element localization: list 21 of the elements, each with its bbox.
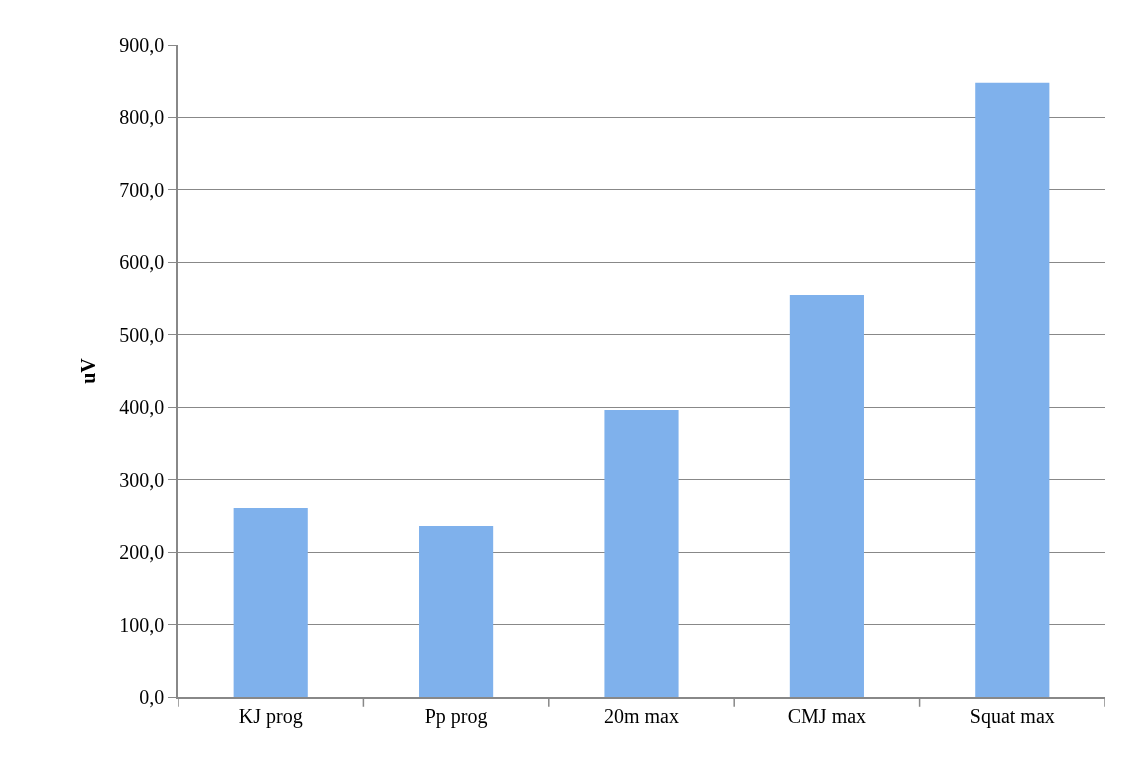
bar xyxy=(233,507,308,697)
bar xyxy=(975,82,1050,697)
y-tick-label: 600,0 xyxy=(119,251,165,274)
y-tick-label: 200,0 xyxy=(119,541,165,564)
y-tick-label: 700,0 xyxy=(119,178,165,201)
y-axis-title: uV xyxy=(77,357,100,384)
x-tick-label: CMJ max xyxy=(787,704,867,727)
x-tick-label: Squat max xyxy=(969,704,1055,728)
y-tick-label: 500,0 xyxy=(119,323,165,346)
y-tick-label: 800,0 xyxy=(119,106,165,129)
y-tick-label: 0,0 xyxy=(139,686,165,708)
x-tick-label: Pp prog xyxy=(424,704,488,728)
x-tick-label: KJ prog xyxy=(238,704,303,728)
bar xyxy=(789,294,864,697)
bar xyxy=(604,410,679,697)
y-tick-label: 900,0 xyxy=(119,34,165,56)
x-tick-label: 20m max xyxy=(604,704,679,727)
y-tick-label: 400,0 xyxy=(119,396,165,419)
y-tick-label: 100,0 xyxy=(119,613,165,636)
y-tick-label: 300,0 xyxy=(119,468,165,491)
bar xyxy=(419,526,494,697)
